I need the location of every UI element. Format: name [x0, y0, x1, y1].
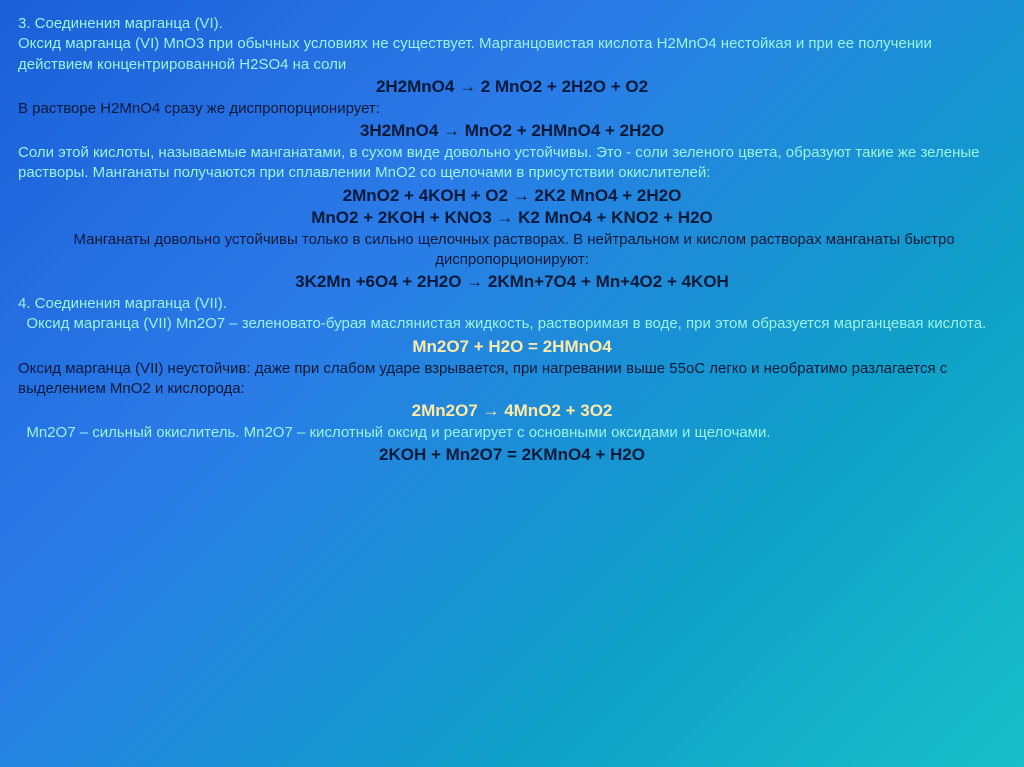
section-4-intro: Оксид марганца (VII) Mn2O7 – зеленовато-…: [18, 314, 1006, 334]
equation-1: 2H2MnO4 → 2 MnO2 + 2H2O + O2: [18, 77, 1006, 97]
instability-note: Оксид марганца (VII) неустойчив: даже пр…: [18, 359, 1006, 400]
manganate-salts-note: Соли этой кислоты, называемые манганатам…: [18, 143, 1006, 184]
equation-7: 2Mn2O7 → 4MnO2 + 3O2: [18, 401, 1006, 421]
equation-8: 2KOH + Mn2O7 = 2KMnO4 + H2O: [18, 445, 1006, 465]
disproportion-note-1: В растворе H2MnO4 сразу же диспропорцион…: [18, 99, 1006, 119]
equation-4: MnO2 + 2KOH + KNO3 → K2 MnO4 + KNO2 + H2…: [18, 208, 1006, 228]
oxidizer-note: Mn2O7 – сильный окислитель. Mn2O7 – кисл…: [18, 423, 1006, 443]
equation-6: Mn2O7 + H2O = 2HMnO4: [18, 337, 1006, 357]
equation-2: 3H2MnO4 → MnO2 + 2HMnO4 + 2H2O: [18, 121, 1006, 141]
section-3-intro: Оксид марганца (VI) MnO3 при обычных усл…: [18, 34, 1006, 75]
section-3-title: 3. Соединения марганца (VI).: [18, 14, 1006, 34]
slide-body: 3. Соединения марганца (VI). Оксид марга…: [0, 0, 1024, 767]
equation-5: 3K2Mn +6O4 + 2H2O → 2KMn+7O4 + Mn+4O2 + …: [18, 272, 1006, 292]
stability-note: Манганаты довольно устойчивы только в си…: [18, 230, 1006, 271]
equation-3: 2MnO2 + 4KOH + O2 → 2K2 MnO4 + 2H2O: [18, 186, 1006, 206]
section-4-title: 4. Соединения марганца (VII).: [18, 294, 1006, 314]
